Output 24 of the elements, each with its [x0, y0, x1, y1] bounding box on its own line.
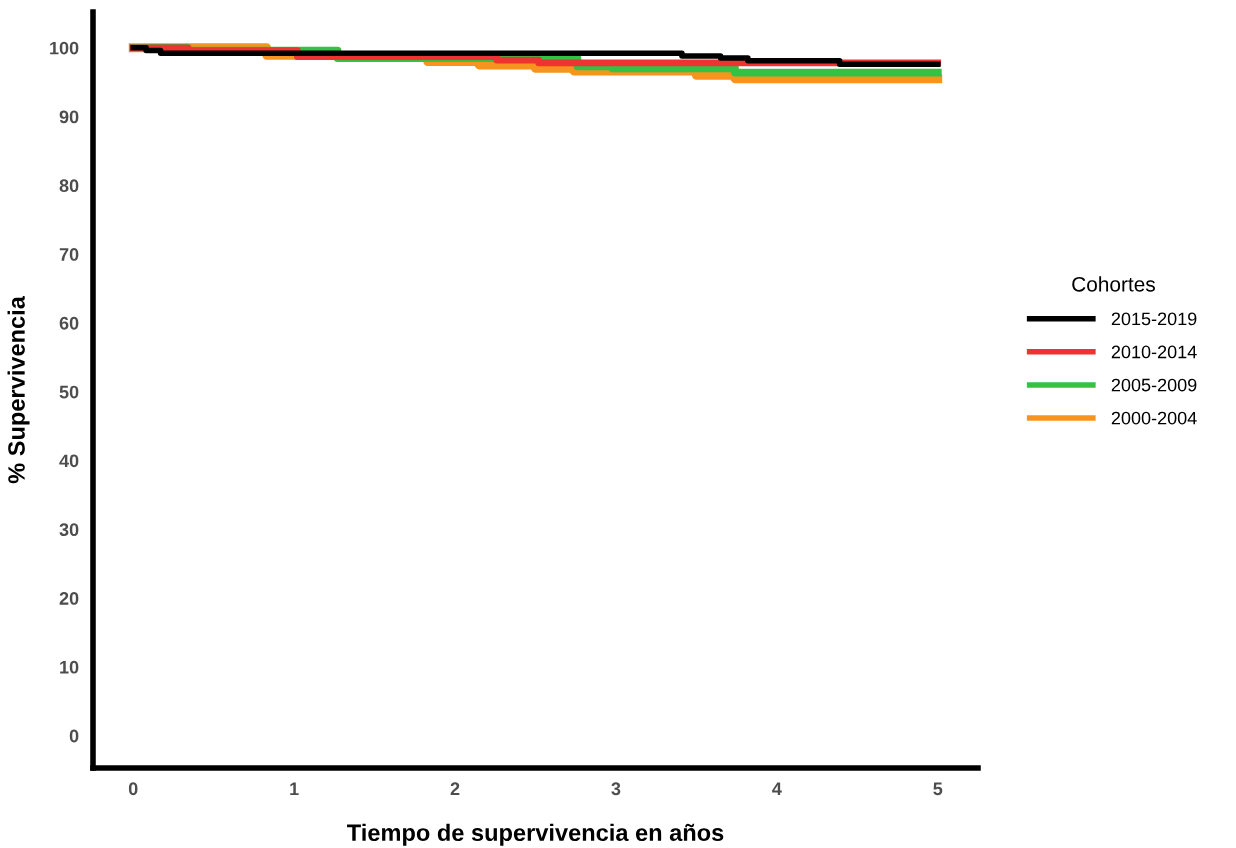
x-tick-label: 1: [290, 782, 299, 795]
y-tick-label: 50: [59, 385, 79, 399]
y-tick-label: 0: [69, 729, 79, 743]
y-tick-label: 90: [59, 110, 79, 124]
legend-title: Cohortes: [1072, 276, 1155, 292]
x-axis-title: Tiempo de supervivencia en años: [347, 823, 724, 846]
y-tick-label: 100: [50, 41, 79, 55]
y-axis-title: % Supervivencia: [7, 296, 30, 484]
legend-label: 2000-2004: [1111, 411, 1197, 425]
x-tick-label: 4: [772, 782, 782, 795]
x-tick-label: 5: [933, 782, 943, 796]
y-tick-label: 60: [59, 316, 79, 330]
y-tick-label: 70: [59, 248, 79, 261]
y-tick-label: 20: [59, 592, 79, 605]
y-tick-label: 40: [59, 454, 79, 468]
legend-label: 2010-2014: [1111, 345, 1197, 359]
x-tick-label: 2: [450, 782, 460, 795]
x-tick-label: 3: [611, 782, 621, 796]
legend-label: 2005-2009: [1111, 378, 1197, 392]
legend-label: 2015-2019: [1111, 312, 1197, 326]
y-tick-label: 30: [59, 523, 79, 537]
y-tick-label: 80: [59, 179, 79, 193]
x-tick-label: 0: [128, 782, 138, 796]
y-tick-label: 10: [60, 660, 79, 674]
